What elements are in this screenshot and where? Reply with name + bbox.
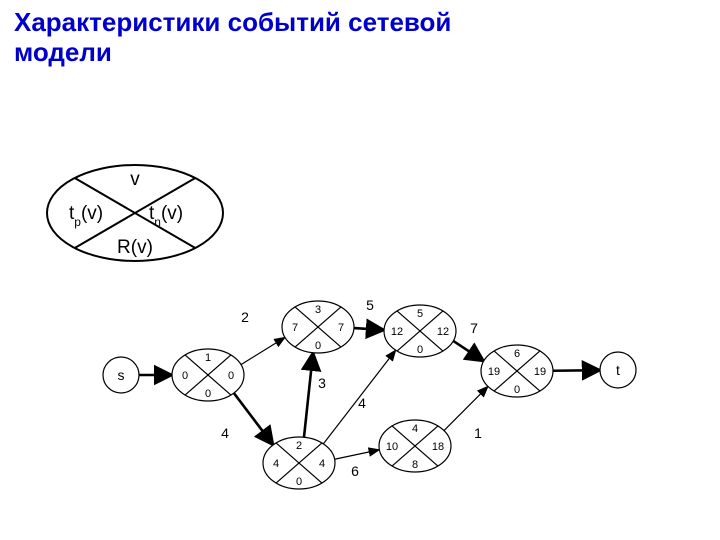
node-n2-top: 2 [296, 440, 302, 452]
node-n3-bottom: 0 [315, 340, 321, 352]
node-n1-top: 1 [205, 352, 211, 364]
node-n6-right: 19 [534, 366, 546, 378]
node-n5-top: 5 [417, 308, 423, 320]
node-n5-bottom: 0 [417, 344, 423, 356]
edge-n6-t [553, 370, 600, 371]
edge-label-n3-n5: 5 [366, 297, 374, 313]
terminal-label-s: s [118, 367, 125, 383]
edge-n1-n2 [234, 393, 273, 445]
node-n3-right: 7 [338, 322, 344, 334]
node-n2-bottom: 0 [296, 476, 302, 488]
legend-top: v [130, 169, 140, 190]
edge-n3-n5 [354, 328, 384, 330]
node-n1-right: 0 [228, 370, 234, 382]
node-n6-bottom: 0 [514, 384, 520, 396]
edge-label-n1-n3: 2 [241, 309, 249, 325]
edge-label-n2-n5: 4 [358, 395, 366, 411]
edge-n5-n6 [453, 341, 483, 361]
edge-label-n2-n4: 6 [351, 463, 359, 479]
edge-label-n4-n6: 1 [474, 425, 482, 441]
edge-n4-n6 [444, 386, 488, 430]
node-n1-left: 0 [182, 370, 188, 382]
node-n5-left: 12 [391, 326, 403, 338]
node-n2-right: 4 [319, 458, 325, 470]
edge-n2-n3 [304, 353, 313, 438]
node-n6-left: 19 [488, 366, 500, 378]
node-n3-top: 3 [315, 304, 321, 316]
title-line1: Характеристики событий сетевой [14, 7, 451, 37]
edge-label-n2-n3: 3 [318, 375, 326, 391]
node-n3-left: 7 [292, 322, 298, 334]
legend-right: tn(v) [149, 203, 183, 229]
node-n4-top: 4 [412, 423, 418, 435]
node-n4-bottom: 8 [412, 459, 418, 471]
edge-label-n1-n2: 4 [221, 425, 229, 441]
node-n4-right: 18 [432, 441, 444, 453]
page-title: Характеристики событий сетевой модели [0, 0, 720, 68]
node-n2-left: 4 [273, 458, 279, 470]
terminal-label-t: t [616, 362, 620, 378]
legend-bottom: R(v) [117, 237, 153, 258]
edge-n1-n3 [241, 337, 285, 364]
node-n1-bottom: 0 [205, 388, 211, 400]
legend-left: tp(v) [69, 203, 103, 229]
edge-n2-n4 [335, 450, 380, 459]
node-n6-top: 6 [514, 348, 520, 360]
diagram-canvas: vR(v)tp(v)tn(v)24354617st100030775012122… [0, 68, 720, 538]
edge-label-n5-n6: 7 [470, 320, 478, 336]
title-line2: модели [14, 37, 112, 67]
node-n4-left: 10 [386, 441, 398, 453]
node-n5-right: 12 [437, 326, 449, 338]
